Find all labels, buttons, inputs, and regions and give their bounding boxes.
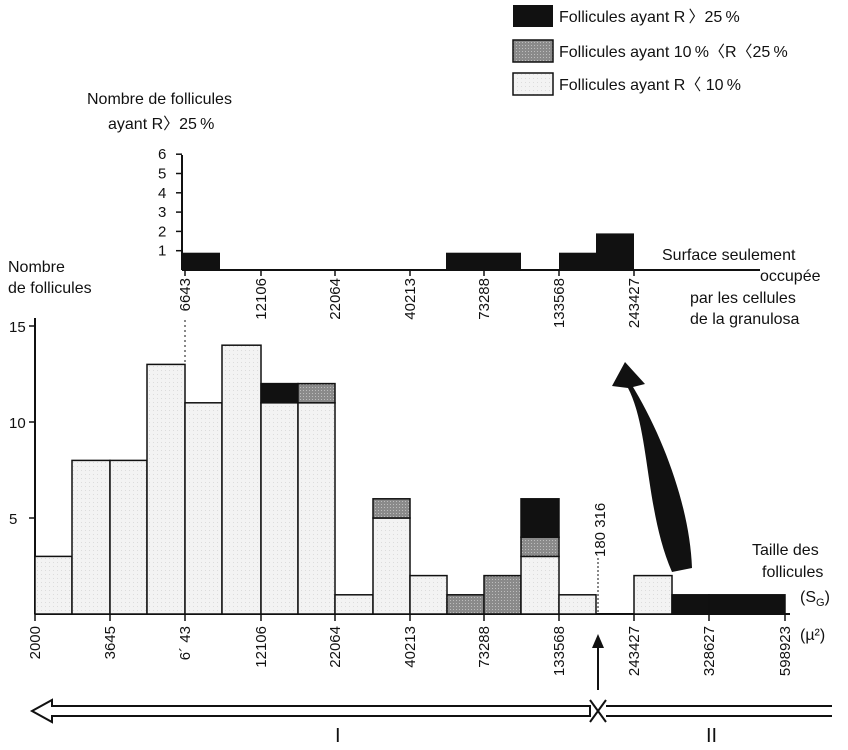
bottom-bar-segment (71, 459, 111, 615)
top-right-label-2: occupée (760, 268, 821, 285)
bottom-x-ticks: 2000 3645 6´ 43 12106 22064 40213 73288 133568 2… (27, 614, 794, 676)
bottom-bar-segment (184, 402, 223, 615)
bottom-bar-segment (483, 574, 522, 615)
legend-swatch-low (512, 72, 554, 96)
bottom-bar-segment (146, 363, 186, 615)
bottom-xtick-label: 133568 (551, 626, 568, 676)
top-xtick-label: 22064 (327, 278, 344, 320)
bottom-xtick-label: 40213 (402, 626, 419, 668)
legend-label-high: Follicules ayant R 〉25 % (559, 9, 740, 26)
bottom-bar-segment (260, 382, 299, 404)
top-xtick-label: 73288 (476, 278, 493, 320)
bottom-xlabel-line2: follicules (762, 564, 823, 581)
bottom-bar-segment (221, 344, 262, 615)
bottom-xtick-label: 328627 (701, 626, 718, 676)
bottom-xlabel-line3: (SG) (800, 589, 830, 609)
phase-2-arrow (606, 705, 832, 717)
bottom-ylabel-line2: de follicules (8, 280, 92, 297)
bottom-bar-segment (260, 402, 299, 615)
top-ytick-label: 2 (158, 223, 166, 240)
top-bar (559, 252, 596, 270)
top-bar (182, 252, 220, 270)
bottom-bar-segment (34, 555, 73, 615)
legend-swatch-mid (512, 39, 554, 63)
phase-arrows: I II (29, 698, 832, 747)
unit-label: (µ²) (800, 627, 825, 644)
top-ytick-label: 3 (158, 204, 166, 221)
bottom-bar-segment (671, 594, 710, 615)
legend-swatch-high (513, 5, 553, 27)
top-ytick-label: 4 (158, 185, 166, 202)
marker-180316-label: 180 316 (592, 503, 609, 557)
top-xtick-label: 12106 (253, 278, 270, 320)
bottom-xlabel-line1: Taille des (752, 542, 819, 559)
xlabel-close: ) (825, 589, 830, 606)
top-ytick-label: 5 (158, 166, 166, 183)
top-ylabel-line1: Nombre de follicules (87, 91, 232, 108)
bottom-ylabel-line1: Nombre (8, 259, 65, 276)
bottom-bar-segment (372, 498, 411, 519)
bottom-bar-segment (633, 574, 673, 615)
bottom-bar-segment (520, 498, 560, 538)
bottom-bar-segment (520, 555, 560, 615)
legend-label-mid: Follicules ayant 10 %〈R〈25 % (559, 44, 788, 61)
bottom-xtick-label: 12106 (253, 626, 270, 668)
xlabel-open: (S (800, 589, 816, 606)
bottom-bar-segment (558, 594, 597, 615)
legend: Follicules ayant R 〉25 % Follicules ayan… (512, 5, 788, 96)
bottom-xtick-label: 6´ 43 (177, 626, 194, 660)
top-bar (446, 252, 521, 270)
phase-1-arrow (29, 698, 591, 724)
bottom-bar-segment (109, 459, 148, 615)
bottom-bar-segment (334, 594, 374, 615)
top-x-ticks: 6643 12106 22064 40213 73288 133568 243427 (177, 270, 643, 328)
bottom-xtick-label: 73288 (476, 626, 493, 668)
bottom-xtick-label: 243427 (626, 626, 643, 676)
bottom-ytick-label: 10 (9, 415, 26, 432)
bottom-xtick-label: 598923 (777, 626, 794, 676)
up-arrow-head (592, 634, 604, 648)
bottom-bar-segment (409, 574, 448, 615)
legend-label-low: Follicules ayant R〈 10 % (559, 77, 741, 94)
bottom-bar-segment (372, 517, 411, 615)
bottom-bar-segment (520, 536, 560, 558)
bottom-bar-segment (297, 382, 336, 404)
bottom-bar-segment (446, 594, 485, 615)
top-bars (182, 233, 634, 270)
big-curved-arrow (612, 362, 692, 572)
xlabel-sub: G (816, 597, 825, 609)
phase-separator-x (589, 699, 607, 723)
bottom-xtick-label: 3645 (102, 626, 119, 659)
top-right-label-1: Surface seulement (662, 247, 796, 264)
top-xtick-label: 6643 (177, 278, 194, 311)
top-right-label-3: par les cellules (690, 290, 796, 307)
phase-2-label: II (706, 725, 717, 747)
bottom-bar-segment (708, 594, 786, 615)
bottom-bar-segment (297, 402, 336, 615)
top-bar (596, 233, 634, 270)
bottom-xtick-label: 2000 (27, 626, 44, 659)
top-ytick-label: 6 (158, 146, 166, 163)
bottom-bars (34, 344, 786, 615)
top-ytick-label: 1 (158, 243, 166, 260)
top-xtick-label: 133568 (551, 278, 568, 328)
top-y-ticks: 1 2 3 4 5 6 (158, 146, 182, 260)
bottom-ytick-label: 5 (9, 511, 17, 528)
bottom-xtick-label: 22064 (327, 626, 344, 668)
phase-1-label: I (335, 725, 341, 747)
top-ylabel-line2: ayant R〉25 % (108, 116, 214, 133)
top-right-label-4: de la granulosa (690, 311, 800, 328)
bottom-y-ticks: 5 10 15 (9, 319, 35, 528)
top-xtick-label: 243427 (626, 278, 643, 328)
top-xtick-label: 40213 (402, 278, 419, 320)
bottom-ytick-label: 15 (9, 319, 26, 336)
